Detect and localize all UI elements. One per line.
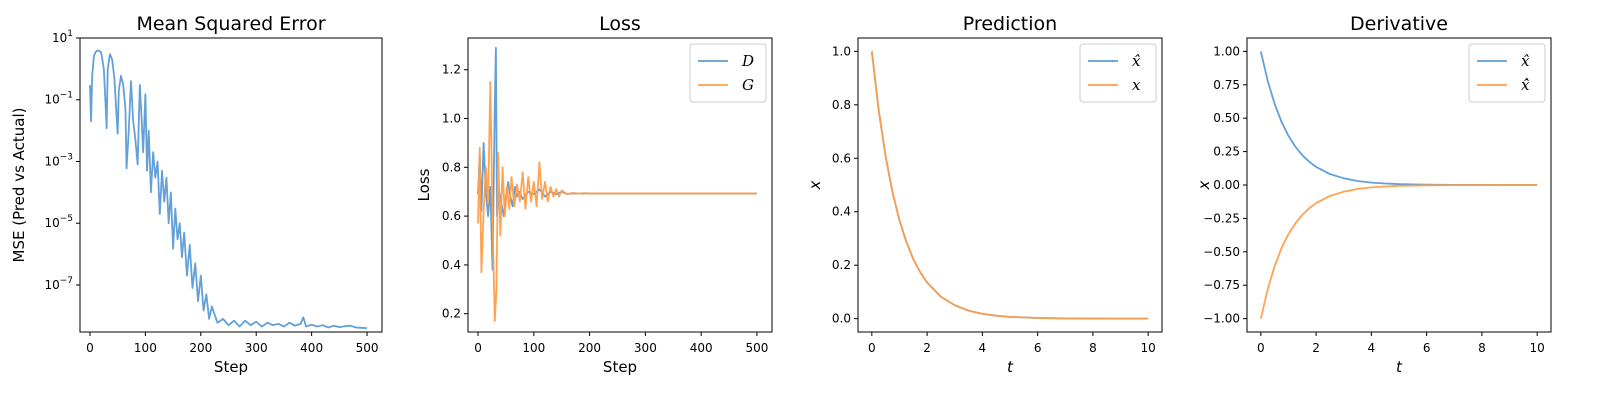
- x-tick-label: 300: [245, 341, 268, 355]
- y-tick-label: 0.75: [1213, 78, 1240, 92]
- legend: DG: [689, 43, 767, 103]
- y-tick-label: −0.75: [1203, 278, 1240, 292]
- y-tick-label: 0.8: [442, 160, 461, 174]
- legend-label: D: [741, 52, 754, 70]
- y-tick-label: 0.6: [442, 209, 461, 223]
- x-tick-label: 400: [300, 341, 323, 355]
- x-tick-label: 10: [1530, 341, 1545, 355]
- legend-box: [1468, 43, 1546, 103]
- series-group: [870, 51, 1149, 320]
- x-tick-label: 100: [134, 341, 157, 355]
- y-tick-label: 0.6: [832, 151, 851, 165]
- y-tick-label: 0.8: [832, 98, 851, 112]
- y-tick-label: 1.0: [832, 44, 851, 58]
- x-tick-label: 4: [1368, 341, 1376, 355]
- series-line-series-2: [1259, 184, 1538, 319]
- y-tick-label: 10−3: [44, 152, 73, 168]
- chart-title: Mean Squared Error: [136, 13, 325, 35]
- legend-label: x̂̇: [1521, 76, 1530, 94]
- chart-panel-1: 0 100 200 300 400 500 101 10−1 10−3 10−5 10−7 Mean …: [10, 13, 383, 376]
- y-tick-label: 0.00: [1213, 178, 1240, 192]
- x-tick-label: 200: [189, 341, 212, 355]
- x-tick-label: 0: [474, 341, 482, 355]
- series-line-1: [89, 49, 368, 330]
- chart-title: Derivative: [1350, 13, 1448, 35]
- y-tick-label: 0.2: [442, 307, 461, 321]
- x-tick-label: 200: [578, 341, 601, 355]
- x-axis-label: Step: [214, 358, 248, 376]
- chart-panel-4: 0 2 4 6 8 10 −1.00 −0.75 −0.50 −0.25 0.00 0.25 0.50 0…: [1195, 13, 1552, 376]
- x-tick-label: 0: [868, 341, 876, 355]
- legend-label: G: [742, 76, 754, 94]
- x-tick-label: 6: [1423, 341, 1431, 355]
- axes-frame: [467, 37, 773, 333]
- x-axis-label: t: [1007, 358, 1014, 376]
- x-tick-label: 400: [690, 341, 713, 355]
- x-tick-label: 300: [634, 341, 657, 355]
- axes-frame: [857, 37, 1163, 333]
- y-tick-label: −0.25: [1203, 211, 1240, 225]
- series-line-series-2: [870, 51, 1149, 320]
- chart-panel-3: 0 2 4 6 8 10 0.0 0.2 0.4 0.6 0.8 1.0 Prediction t x x̂ x: [806, 13, 1163, 376]
- series-group: [1259, 51, 1538, 319]
- y-tick-label: −1.00: [1203, 312, 1240, 326]
- x-tick-label: 6: [1034, 341, 1042, 355]
- x-tick-label: 2: [1312, 341, 1320, 355]
- chart-title: Loss: [599, 13, 641, 35]
- x-axis-label: Step: [603, 358, 637, 376]
- y-tick-label: 10−7: [44, 276, 73, 292]
- y-tick-label: 0.2: [832, 258, 851, 272]
- x-tick-label: 8: [1089, 341, 1097, 355]
- x-tick-label: 500: [745, 341, 768, 355]
- y-tick-label: 1.00: [1213, 44, 1240, 58]
- legend-box: [1079, 43, 1157, 103]
- y-axis-label: x: [1195, 180, 1213, 190]
- y-axis-label: x: [806, 180, 824, 190]
- y-tick-label: 1.0: [442, 112, 461, 126]
- series-line-series-2: [477, 81, 757, 322]
- y-axis-label: MSE (Pred vs Actual): [10, 107, 28, 262]
- x-tick-label: 0: [1257, 341, 1265, 355]
- y-tick-label: 0.25: [1213, 145, 1240, 159]
- x-tick-label: 2: [923, 341, 931, 355]
- x-tick-label: 8: [1478, 341, 1486, 355]
- axes-frame: [79, 37, 383, 333]
- series-group: [477, 46, 757, 322]
- y-axis-label: Loss: [415, 168, 433, 201]
- x-axis-label: t: [1396, 358, 1403, 376]
- y-tick-label: 0.4: [832, 205, 851, 219]
- legend-label: x̂: [1132, 52, 1141, 70]
- y-tick-label: 101: [52, 29, 73, 45]
- y-tick-label: 10−5: [44, 214, 73, 230]
- y-tick-label: 0.4: [442, 258, 461, 272]
- x-tick-label: 4: [979, 341, 987, 355]
- legend-box: [689, 43, 767, 103]
- y-tick-label: 1.2: [442, 63, 461, 77]
- y-tick-label: 0.0: [832, 312, 851, 326]
- series-group: [89, 49, 368, 330]
- x-tick-label: 100: [522, 341, 545, 355]
- legend-label: x: [1132, 76, 1141, 94]
- legend: x̂ x: [1079, 43, 1157, 103]
- legend: x̂ x̂̇: [1468, 43, 1546, 103]
- legend-label: x̂: [1521, 52, 1530, 70]
- chart-title: Prediction: [963, 13, 1057, 35]
- y-tick-label: −0.50: [1203, 245, 1240, 259]
- x-tick-label: 500: [356, 341, 379, 355]
- y-tick-label: 10−1: [44, 91, 73, 107]
- y-tick-label: 0.50: [1213, 111, 1240, 125]
- chart-panel-2: 0 100 200 300 400 500 0.2 0.4 0.6 0.8 1.0 1.2 Loss St…: [415, 13, 773, 376]
- x-tick-label: 10: [1141, 341, 1156, 355]
- x-tick-label: 0: [86, 341, 94, 355]
